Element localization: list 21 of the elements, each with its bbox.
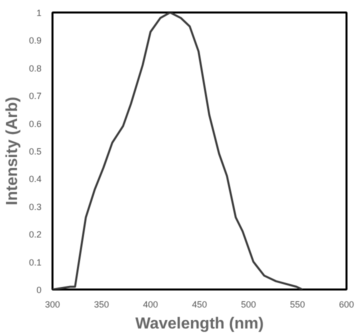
y-tick-label: 0.1 — [28, 257, 42, 268]
y-tick-label: 0.4 — [28, 174, 42, 184]
line-series — [52, 12, 304, 290]
x-tick-label: 350 — [94, 300, 110, 310]
y-tick-label: 0 — [36, 285, 42, 295]
y-tick-label: 0.2 — [28, 230, 42, 240]
y-tick-label: 0.8 — [28, 63, 42, 74]
x-tick-label: 500 — [240, 300, 256, 310]
y-tick-label: 0.5 — [28, 146, 42, 156]
x-tick-label: 300 — [44, 300, 60, 310]
y-axis-title: Intensity (Arb) — [4, 96, 21, 206]
x-tick-label: 450 — [192, 300, 208, 310]
y-tick-label: 1 — [36, 8, 42, 18]
x-tick-label: 400 — [142, 300, 158, 310]
y-tick-label: 0.7 — [28, 91, 42, 102]
y-tick-label: 0.3 — [28, 202, 42, 212]
x-axis-title: Wavelength (nm) — [135, 316, 264, 332]
y-tick-label: 0.9 — [28, 36, 42, 46]
y-tick-label: 0.6 — [28, 118, 42, 129]
x-tick-label: 550 — [290, 300, 306, 310]
x-tick-label: 600 — [338, 300, 354, 310]
